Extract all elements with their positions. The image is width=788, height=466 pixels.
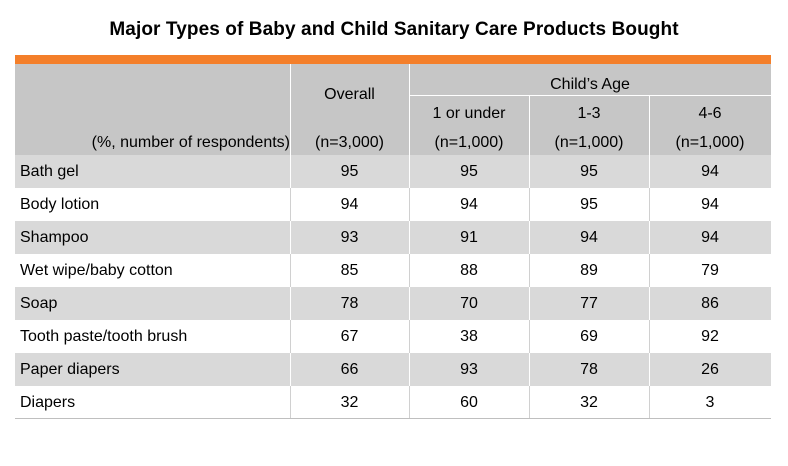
table-row: Shampoo 93 91 94 94 [15, 221, 771, 254]
row-label: Wet wipe/baby cotton [20, 262, 173, 279]
table-bottom-border [15, 418, 771, 419]
table-header: Child’s Age Overall 1 or under 1-3 4-6 (… [15, 64, 771, 155]
value-cell: 79 [701, 262, 719, 279]
value-cell: 38 [460, 328, 478, 345]
column-header-1-3: 1-3 [577, 105, 601, 122]
value-cell: 32 [580, 394, 598, 411]
table-row: Wet wipe/baby cotton 85 88 89 79 [15, 254, 771, 287]
row-label: Bath gel [20, 163, 79, 180]
value-cell: 86 [701, 295, 719, 312]
value-cell: 94 [701, 163, 719, 180]
row-header-label: (%, number of respondents) [91, 134, 290, 151]
accent-bar [15, 55, 771, 64]
row-label: Paper diapers [20, 361, 120, 378]
value-cell: 78 [340, 295, 359, 312]
value-cell: 70 [460, 295, 478, 312]
column-header-1-or-under: 1 or under [432, 105, 506, 122]
row-label: Tooth paste/tooth brush [20, 328, 188, 345]
value-cell: 32 [340, 394, 359, 411]
column-n-overall: (n=3,000) [315, 134, 384, 151]
value-cell: 88 [460, 262, 478, 279]
row-label: Shampoo [20, 229, 89, 246]
table-row: Paper diapers 66 93 78 26 [15, 353, 771, 386]
table-row: Soap 78 70 77 86 [15, 287, 771, 320]
value-cell: 94 [701, 229, 719, 246]
value-cell: 94 [701, 196, 719, 213]
header-divider [529, 96, 530, 155]
value-cell: 94 [340, 196, 359, 213]
value-cell: 78 [580, 361, 598, 378]
table-row: Diapers 32 60 32 3 [15, 386, 771, 419]
table-row: Body lotion 94 94 95 94 [15, 188, 771, 221]
table-row: Tooth paste/tooth brush 67 38 69 92 [15, 320, 771, 353]
value-cell: 95 [340, 163, 359, 180]
value-cell: 93 [340, 229, 359, 246]
column-n-4-6: (n=1,000) [675, 134, 745, 151]
table-row: Bath gel 95 95 95 94 [15, 155, 771, 188]
column-n-1-or-under: (n=1,000) [434, 134, 504, 151]
column-header-4-6: 4-6 [698, 105, 722, 122]
value-cell: 3 [705, 394, 715, 411]
value-cell: 77 [580, 295, 598, 312]
value-cell: 95 [580, 163, 598, 180]
value-cell: 95 [580, 196, 598, 213]
table-title: Major Types of Baby and Child Sanitary C… [109, 19, 679, 40]
value-cell: 89 [580, 262, 598, 279]
column-header-overall: Overall [324, 86, 375, 103]
value-cell: 91 [460, 229, 478, 246]
value-cell: 92 [701, 328, 719, 345]
value-cell: 94 [460, 196, 478, 213]
header-divider [409, 95, 771, 96]
value-cell: 85 [340, 262, 359, 279]
value-cell: 67 [340, 328, 359, 345]
header-divider [290, 64, 291, 155]
header-divider [649, 96, 650, 155]
header-divider [409, 64, 410, 155]
row-label: Body lotion [20, 196, 100, 213]
value-cell: 66 [340, 361, 359, 378]
value-cell: 94 [580, 229, 598, 246]
row-label: Soap [20, 295, 58, 312]
column-n-1-3: (n=1,000) [554, 134, 624, 151]
value-cell: 95 [460, 163, 478, 180]
value-cell: 93 [460, 361, 478, 378]
value-cell: 60 [460, 394, 478, 411]
value-cell: 26 [701, 361, 719, 378]
value-cell: 69 [580, 328, 598, 345]
row-label: Diapers [20, 394, 76, 411]
group-header-childs-age: Child’s Age [550, 76, 630, 93]
